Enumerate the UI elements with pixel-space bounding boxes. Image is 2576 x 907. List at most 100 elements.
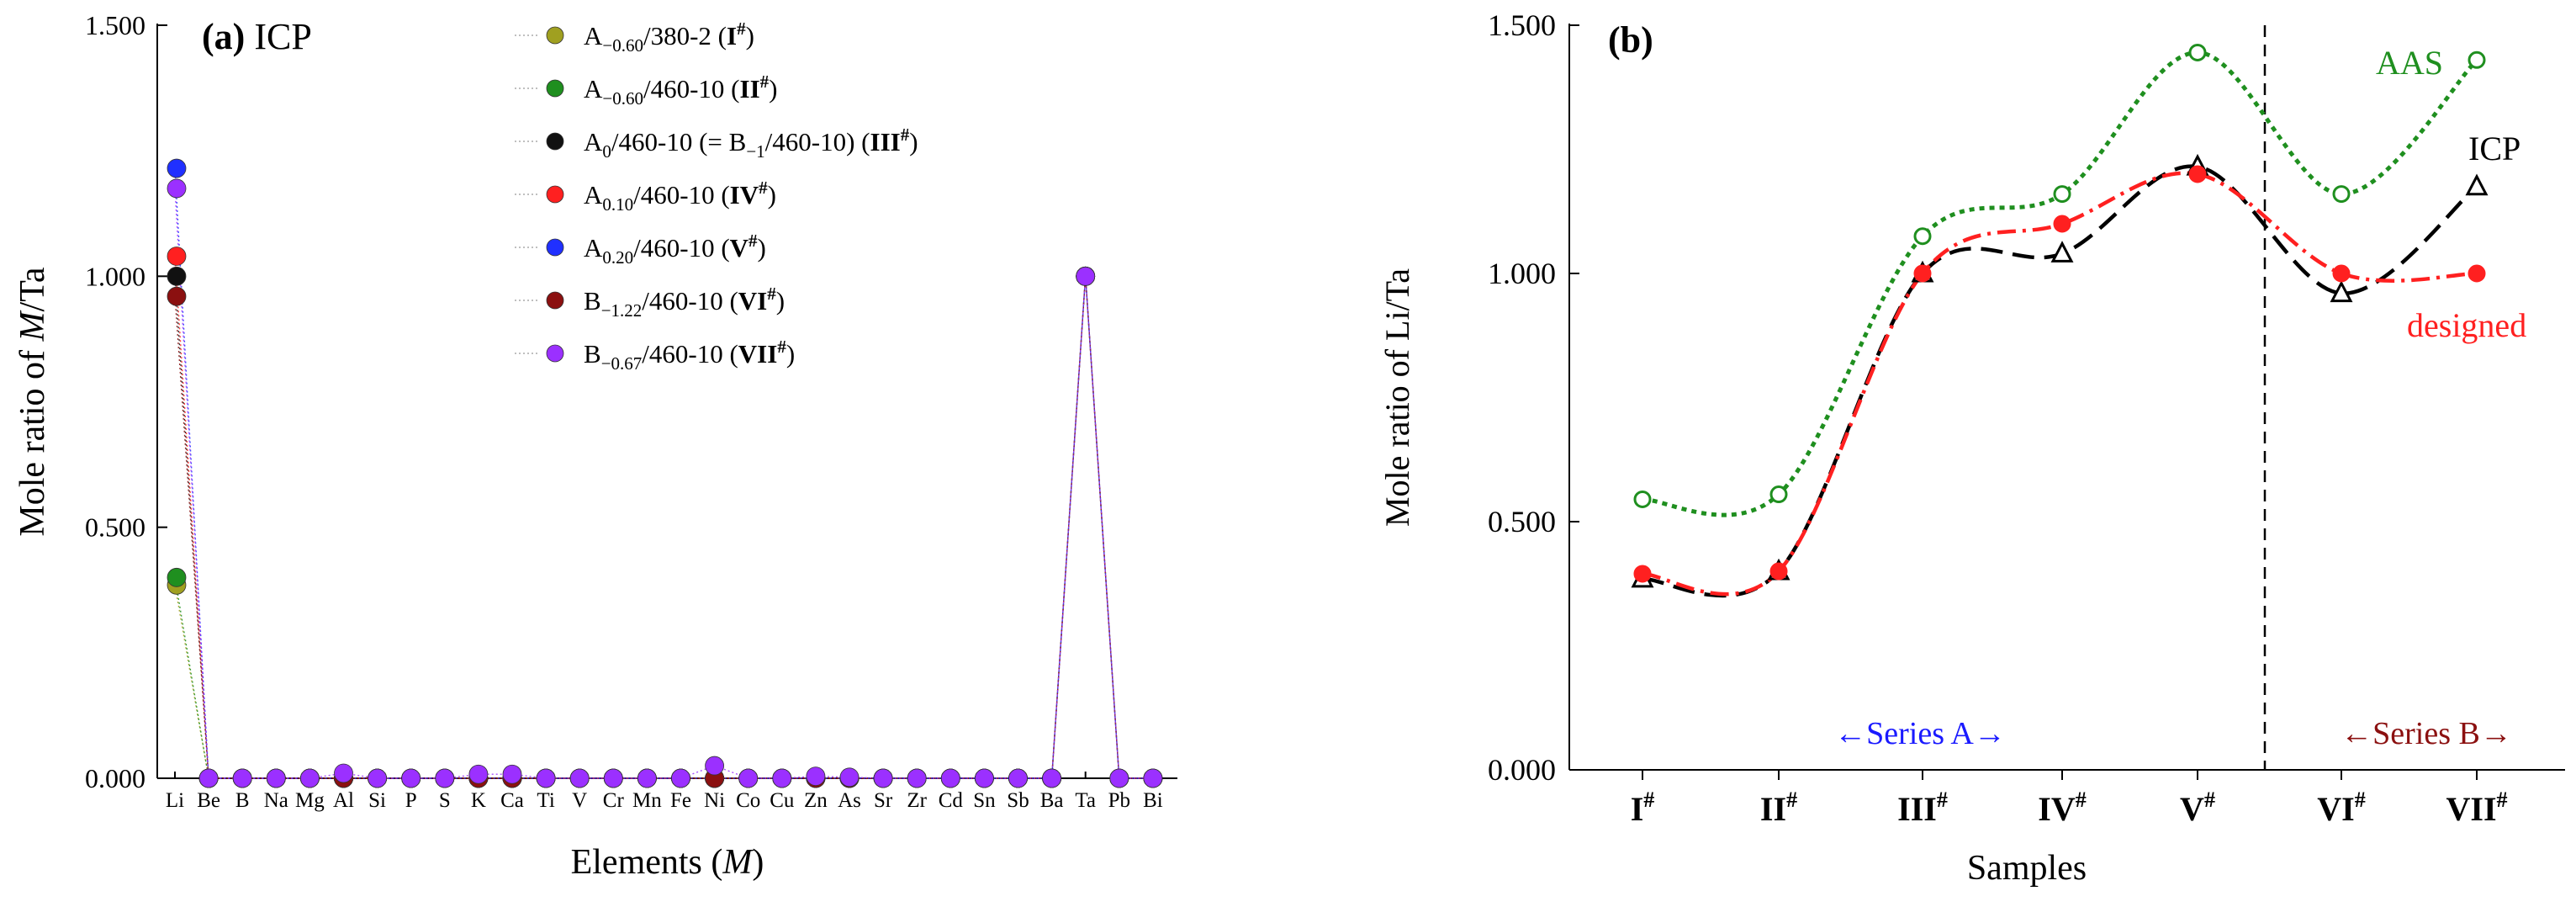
series-label-icp: ICP <box>2468 130 2520 167</box>
legend-label: A0.10/460-10 (IV#) <box>584 178 776 215</box>
y-axis-label-b: Mole ratio of Li/Ta <box>1378 268 1416 527</box>
x-tick-label-a: Ti <box>537 789 554 812</box>
data-point-a <box>772 768 792 788</box>
x-tick-label-a: Ta <box>1075 789 1096 812</box>
legend-marker <box>546 291 564 310</box>
x-tick-label-a: Bi <box>1143 789 1163 812</box>
legend-label: A−0.60/460-10 (II#) <box>584 72 777 109</box>
x-tick-label-a: B <box>235 789 250 812</box>
data-point-a <box>502 764 522 784</box>
x-tick-label-a: Zn <box>804 789 828 812</box>
x-tick-label-b: VII# <box>2446 788 2507 828</box>
y-tick-label-b: 0.500 <box>1488 505 1556 538</box>
data-point-AAS <box>1913 227 1932 246</box>
y-tick-label-a: 0.000 <box>85 763 145 793</box>
data-point-a <box>738 768 759 788</box>
series-a-annotation: ←Series A→ <box>1834 716 2006 751</box>
x-tick-label-a: Ni <box>704 789 725 812</box>
x-tick-label-a: Mn <box>632 789 662 812</box>
legend-marker <box>546 185 564 204</box>
x-tick-label-a: Na <box>264 789 288 812</box>
x-tick-label-a: Be <box>197 789 220 812</box>
data-point-a <box>401 768 421 788</box>
data-point-a <box>368 768 388 788</box>
data-point-ICP <box>2050 241 2074 263</box>
y-axis-label-a: Mole ratio of M/Ta <box>13 267 52 537</box>
data-point-a <box>603 768 623 788</box>
data-point-ICP <box>2330 280 2353 303</box>
data-point-designed <box>1633 565 1652 583</box>
series-line-a <box>174 256 1153 779</box>
data-point-a <box>1008 768 1028 788</box>
data-point-a <box>705 756 724 776</box>
panel-a: 0.000 0.500 1.000 1.500 Li Be B Na Mg Al Si P S K Ca Ti… <box>13 10 1177 882</box>
data-point-a <box>167 266 187 286</box>
data-point-ICP <box>2465 173 2489 196</box>
series-b-annotation: ←Series B→ <box>2341 716 2512 751</box>
y-tick-label-b: 1.500 <box>1488 8 1556 42</box>
data-point-designed <box>1769 562 1788 581</box>
x-tick-label-a: Fe <box>670 789 691 812</box>
x-tick-label-a: Cr <box>603 789 625 812</box>
legend-label: A0/460-10 (= B−1/460-10) (III#) <box>584 125 918 162</box>
x-tick-label-a: Ba <box>1040 789 1064 812</box>
x-tick-label-a: Al <box>333 789 354 812</box>
data-point-a <box>167 567 187 587</box>
data-point-a <box>1042 768 1061 788</box>
x-tick-label-a: Pb <box>1108 789 1130 812</box>
data-point-a <box>468 764 489 784</box>
legend-label: B−1.22/460-10 (VI#) <box>584 284 785 321</box>
data-point-a <box>167 178 187 199</box>
legend-label: B−0.67/460-10 (VII#) <box>584 337 795 374</box>
x-tick-label-a: Ca <box>500 789 524 812</box>
data-point-AAS <box>1769 485 1788 504</box>
data-point-AAS <box>1633 490 1652 508</box>
series-line-a <box>174 188 1153 779</box>
x-tick-label-b: III# <box>1897 788 1948 828</box>
data-point-AAS <box>2332 185 2351 204</box>
data-point-AAS <box>2188 43 2207 61</box>
x-tick-label-a: Sn <box>973 789 996 812</box>
data-point-designed <box>2188 165 2207 183</box>
series-label-aas: AAS <box>2376 44 2443 82</box>
data-point-a <box>1109 768 1129 788</box>
data-point-a <box>806 766 826 787</box>
legend-label: A0.20/460-10 (V#) <box>584 231 766 268</box>
data-point-designed <box>1913 264 1932 283</box>
y-tick-label-b: 1.000 <box>1488 257 1556 290</box>
y-tick-label-a: 1.500 <box>85 10 145 40</box>
data-point-a <box>940 768 960 788</box>
x-tick-label-a: P <box>405 789 417 812</box>
panel-title-a: (a) ICP <box>202 16 312 57</box>
data-point-a <box>198 768 219 788</box>
x-tick-label-a: Sb <box>1007 789 1029 812</box>
data-point-a <box>839 767 860 788</box>
legend-marker <box>546 26 564 45</box>
y-tick-label-a: 0.500 <box>85 512 145 543</box>
x-tick-label-a: As <box>838 789 861 812</box>
panel-b: 0.000 0.500 1.000 1.500 I# II# III# IV# V# VI# VII… <box>1378 8 2565 888</box>
x-tick-label-a: Zr <box>907 789 927 812</box>
data-point-a <box>569 768 590 788</box>
data-point-a <box>671 768 690 788</box>
x-tick-label-b: I# <box>1631 788 1655 828</box>
x-tick-label-a: Li <box>166 789 184 812</box>
x-tick-label-a: Cu <box>770 789 795 812</box>
x-tick-label-b: VI# <box>2317 788 2365 828</box>
data-point-designed <box>2468 264 2486 283</box>
data-point-a <box>637 768 657 788</box>
data-point-AAS <box>2053 185 2071 204</box>
data-point-designed <box>2332 264 2351 283</box>
data-point-a <box>232 768 252 788</box>
legend-marker <box>546 132 564 151</box>
data-point-a <box>975 768 994 788</box>
x-tick-label-b: II# <box>1760 788 1797 828</box>
x-tick-label-a: Si <box>368 789 386 812</box>
x-tick-label-a: Co <box>736 789 760 812</box>
x-tick-label-b: V# <box>2180 788 2215 828</box>
legend-marker <box>546 238 564 257</box>
x-tick-label-a: Sr <box>874 789 893 812</box>
data-point-a <box>873 768 893 788</box>
data-point-a <box>435 768 455 788</box>
